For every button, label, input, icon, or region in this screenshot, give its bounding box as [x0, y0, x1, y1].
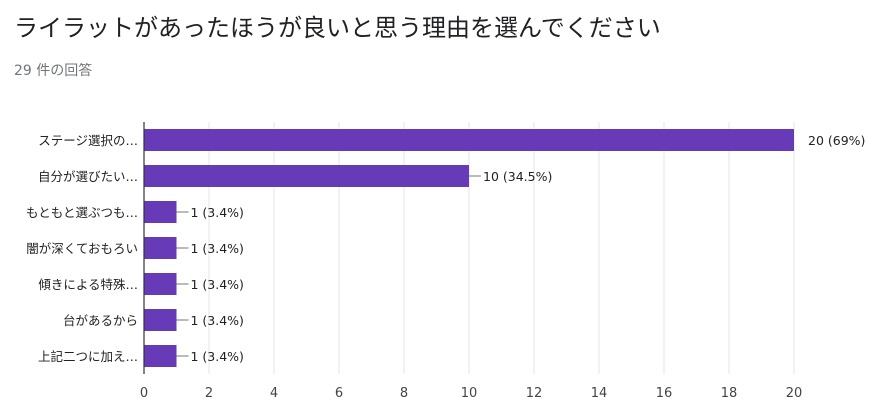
x-tick-label-0: 0	[140, 386, 148, 401]
data-label-2: 1 (3.4%)	[191, 205, 244, 220]
data-label-0: 20 (69%)	[808, 133, 865, 148]
bar-0	[144, 129, 794, 151]
data-label-3: 1 (3.4%)	[191, 241, 244, 256]
x-tick-label-10: 20	[786, 386, 803, 401]
category-label-2: もともと選ぶつも…	[26, 205, 138, 220]
x-tick-label-2: 4	[270, 386, 278, 401]
category-label-1: 自分が選びたい…	[38, 169, 138, 184]
category-label-6: 上記二つに加え…	[38, 349, 138, 364]
data-label-5: 1 (3.4%)	[191, 313, 244, 328]
x-tick-label-6: 12	[526, 386, 543, 401]
response-count: 29 件の回答	[14, 63, 93, 79]
category-label-4: 傾きによる特殊…	[38, 277, 138, 292]
bar-4	[144, 273, 177, 295]
bar-2	[144, 201, 177, 223]
x-tick-label-9: 18	[721, 386, 738, 401]
x-tick-label-3: 6	[335, 386, 343, 401]
data-label-6: 1 (3.4%)	[191, 349, 244, 364]
data-label-1: 10 (34.5%)	[483, 169, 552, 184]
x-tick-label-4: 8	[400, 386, 408, 401]
bar-3	[144, 237, 177, 259]
bar-1	[144, 165, 469, 187]
x-tick-label-5: 10	[461, 386, 478, 401]
x-tick-label-7: 14	[591, 386, 608, 401]
bar-6	[144, 345, 177, 367]
category-label-3: 闇が深くておもろい	[26, 241, 138, 256]
category-label-0: ステージ選択の…	[38, 133, 138, 148]
category-label-5: 台があるから	[63, 313, 138, 328]
bar-5	[144, 309, 177, 331]
data-label-4: 1 (3.4%)	[191, 277, 244, 292]
x-tick-label-8: 16	[656, 386, 673, 401]
chart-title: ライラットがあったほうが良いと思う理由を選んでください	[14, 14, 661, 42]
x-tick-label-1: 2	[205, 386, 213, 401]
